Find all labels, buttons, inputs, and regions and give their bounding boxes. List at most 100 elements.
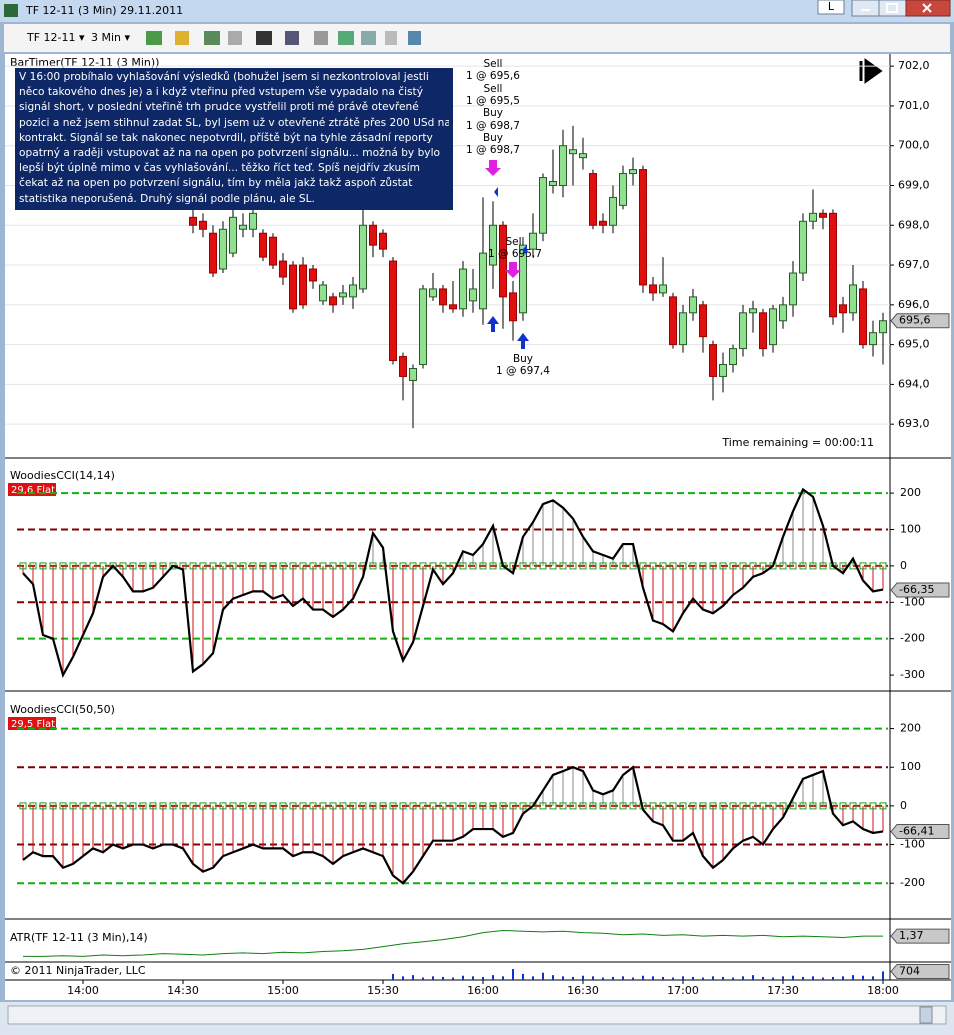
zero-marker [219,562,227,570]
value-tag [890,582,950,598]
time-remaining: Time remaining = 00:00:11 [721,436,874,449]
zero-marker [159,802,167,810]
zero-marker [769,802,777,810]
y-tick-label: 200 [900,722,921,735]
volume-bar [562,976,564,980]
volume-bar [642,975,644,980]
zero-marker [319,562,327,570]
zero-marker [299,802,307,810]
y-tick-label: 696,0 [898,298,930,311]
comment-line: kontrakt. Signál se tak nakonec nepotvrd… [19,131,433,144]
trade-markers [485,160,529,349]
zero-marker [639,562,647,570]
comment-line: pozici a než jsem stihnul zadat SL, byl … [19,116,449,129]
zero-marker [59,802,67,810]
candle-body [719,364,727,377]
zero-marker [809,802,817,810]
trade-label: Sell [484,58,503,70]
zero-marker [729,562,737,570]
x-tick-label: 18:00 [867,984,899,997]
zero-marker [629,562,637,570]
candle-body [199,220,207,230]
zero-marker [819,562,827,570]
candle-body [339,292,347,298]
candle-body [459,268,467,310]
volume-bar [692,976,694,980]
y-tick-label: 700,0 [898,139,930,152]
zero-marker [279,562,287,570]
y-tick-label: 694,0 [898,377,930,390]
zero-marker [99,802,107,810]
toolbar [4,24,950,52]
x-tick-label: 14:30 [167,984,199,997]
zero-marker [569,802,577,810]
zero-marker [549,562,557,570]
zero-marker [429,802,437,810]
value-tag [890,963,950,979]
zero-marker [399,802,407,810]
zero-marker [379,802,387,810]
zero-marker [109,802,117,810]
y-tick-label: -200 [900,632,925,645]
candle-body [219,228,227,270]
window-button-icons [861,3,932,13]
candle-body [229,216,237,254]
comment-line: statistika neporušená. Druhý signál podl… [19,192,315,205]
trade-label: 1 @ 698,7 [466,120,520,132]
zero-marker [289,802,297,810]
trade-label: Buy [513,353,533,365]
scrollbar-thumb[interactable] [919,1006,933,1024]
zero-marker [719,562,727,570]
candle-body [409,367,417,381]
zero-marker [469,802,477,810]
zero-marker [619,562,627,570]
zero-marker [689,562,697,570]
volume-bar [872,976,874,980]
zero-marker [799,802,807,810]
l-button[interactable] [817,0,845,15]
candle-body [729,348,737,366]
interval-select[interactable]: 3 Min ▾ [91,31,131,44]
value-tag [890,824,950,840]
volume-bar [622,976,624,980]
volume-bar [682,976,684,980]
zero-marker [549,802,557,810]
x-tick-label: 15:30 [367,984,399,997]
zero-marker [659,562,667,570]
app-icon [4,4,18,17]
minimize-button[interactable] [851,0,880,17]
volume-bar [752,975,754,980]
candle-body [579,153,587,159]
candle-body [519,244,527,314]
maximize-button[interactable] [878,0,907,17]
comment-box: V 16:00 probíhalo vyhlašování výsledků (… [15,68,453,210]
toolbar-icons [146,31,421,45]
candle-body [419,288,427,366]
candle-body [479,252,487,310]
zero-marker [609,802,617,810]
zero-marker [559,562,567,570]
atr-line [23,929,883,957]
zero-marker [699,802,707,810]
scrollbar-track[interactable] [7,1005,947,1025]
zero-marker [199,562,207,570]
zero-marker [269,802,277,810]
zero-marker [229,802,237,810]
candle-body [649,284,657,294]
zero-marker [569,562,577,570]
volume-bar [632,977,634,980]
zero-marker [39,562,47,570]
zero-marker [19,562,27,570]
cci-panel-label: WoodiesCCI(14,14) [10,469,115,482]
comment-line: signál short, v poslední vteřině trh pru… [19,101,419,114]
copyright: © 2011 NinjaTrader, LLC [10,964,146,977]
volume-bar [782,976,784,980]
candle-body [699,304,707,338]
candle-body [369,224,377,246]
zero-marker [409,802,417,810]
volume-bar [582,975,584,980]
candle-body [739,312,747,350]
zero-marker [759,802,767,810]
instrument-select[interactable]: TF 12-11 ▾ [26,31,85,44]
